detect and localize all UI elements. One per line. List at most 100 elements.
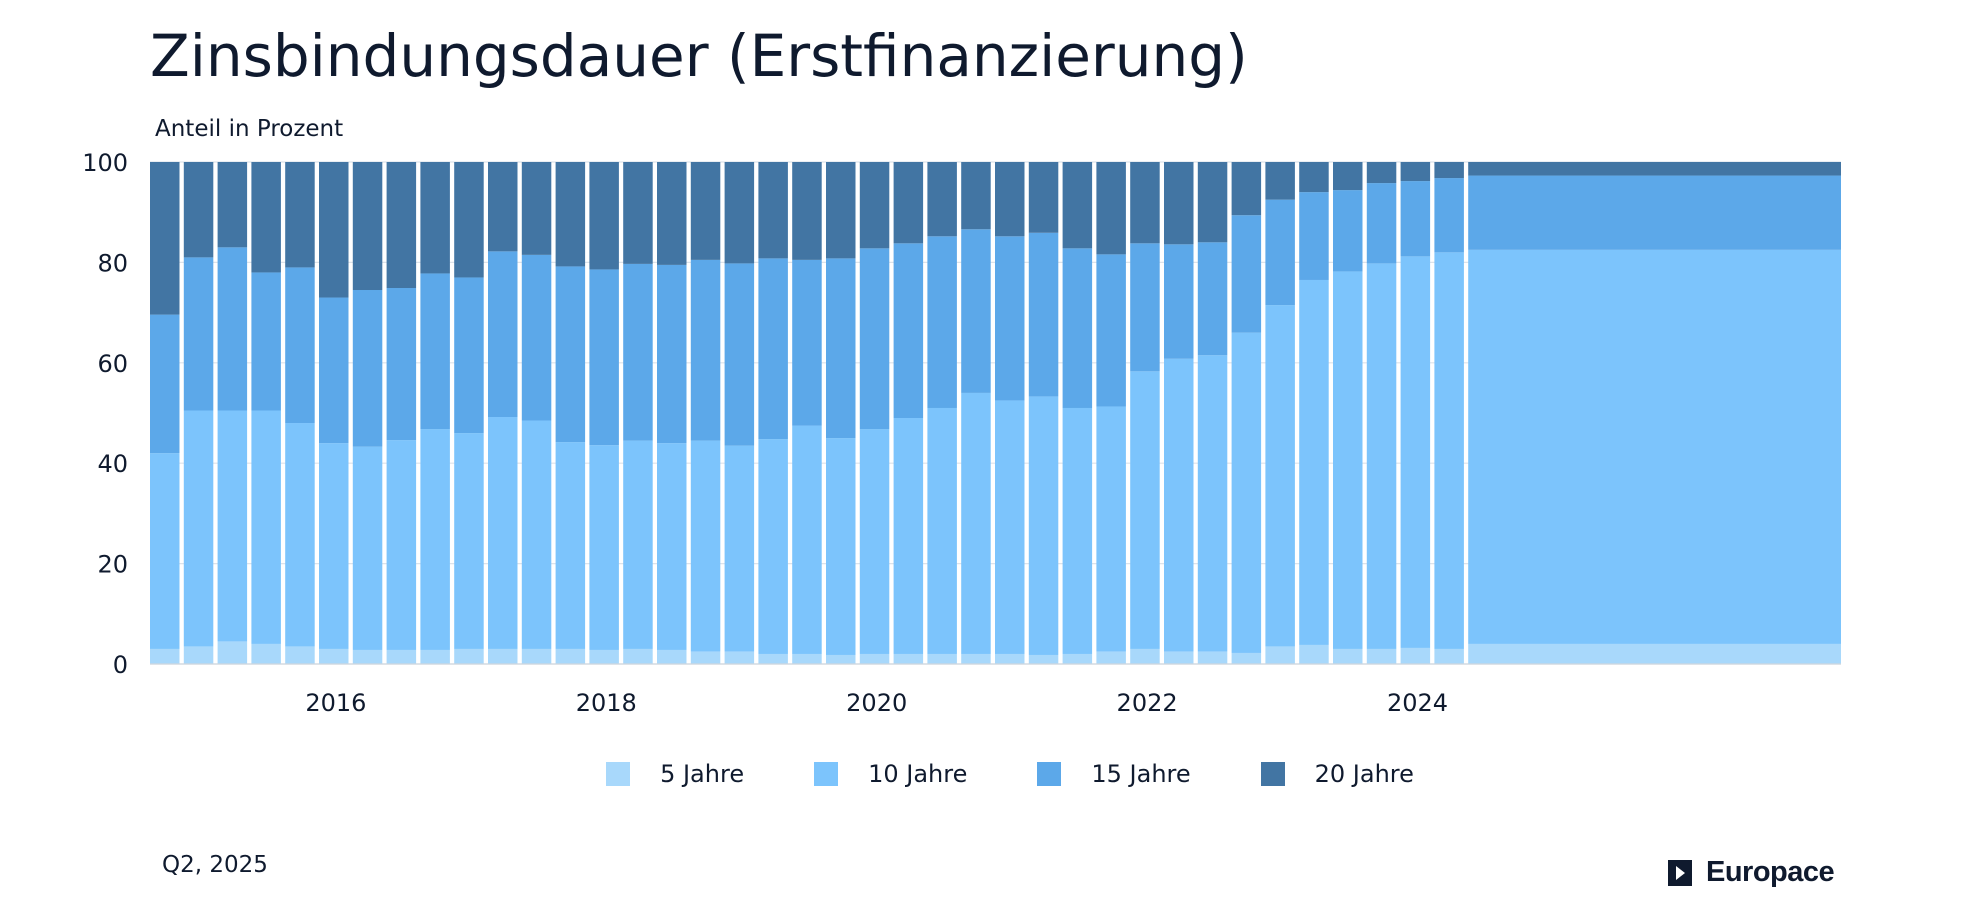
bar-segment [1096, 406, 1126, 652]
bar-segment [826, 162, 856, 259]
legend-label: 5 Jahre [660, 760, 745, 788]
bar-segment [454, 162, 484, 278]
bar-segment [1434, 252, 1464, 649]
bar-segment [420, 649, 450, 664]
y-tick-label: 100 [82, 149, 128, 177]
bar-segment [657, 649, 687, 664]
bar-segment [1096, 254, 1126, 407]
bar-segment [893, 243, 924, 419]
brand-name: Europace [1706, 856, 1835, 888]
bar-segment [1231, 215, 1262, 333]
legend-item: 20 Jahre [1260, 760, 1414, 788]
bar-segment [454, 277, 484, 434]
y-tick-label: 80 [97, 249, 128, 277]
bar-segment [927, 236, 957, 408]
bar-segment [859, 429, 890, 654]
bar-segment [1164, 358, 1194, 652]
europace-logo-icon [1668, 859, 1692, 886]
bar-segment [758, 162, 788, 259]
bar-segment [488, 648, 518, 664]
bar-segment [589, 649, 619, 664]
bar-segment [927, 407, 957, 654]
bar-segment [1333, 271, 1363, 649]
axes: 0 20 40 60 80 100 2016 2018 2020 2022 2024 [82, 149, 1841, 717]
bar-segment [657, 162, 687, 265]
bar-segment [555, 648, 586, 664]
bars [150, 162, 1841, 664]
x-tick-label: 2024 [1387, 689, 1448, 717]
bar-segment [454, 648, 484, 664]
bar-segment [589, 162, 619, 270]
bar-segment [352, 162, 383, 291]
bar-segment [1231, 332, 1262, 653]
bar-segment [1062, 653, 1093, 664]
legend-swatch [1260, 762, 1285, 786]
bar-segment [1197, 162, 1228, 243]
bar-segment [319, 162, 349, 298]
bar-segment [1197, 355, 1228, 652]
bar-segment [792, 653, 822, 664]
bar-segment [1164, 162, 1194, 245]
bar-segment [893, 162, 924, 244]
bar-segment [285, 162, 315, 268]
legend-label: 10 Jahre [868, 760, 968, 788]
bar-segment [1299, 279, 1329, 645]
bar-segment [1468, 249, 1841, 644]
bar-segment [319, 648, 349, 664]
bar-segment [792, 259, 822, 426]
bar-segment [1062, 407, 1093, 654]
bar-segment [521, 420, 552, 649]
bar-segment [1400, 256, 1431, 648]
bar-segment [1028, 654, 1059, 664]
bar-segment [1265, 199, 1295, 306]
bar-segment [521, 648, 552, 664]
bar-segment [792, 162, 822, 260]
bar-segment [1400, 647, 1431, 664]
bar-segment [1434, 162, 1464, 179]
bar-segment [724, 445, 755, 652]
bar-segment [961, 229, 991, 393]
bar-segment [420, 162, 450, 274]
bar-segment [1265, 305, 1295, 647]
bar-segment [454, 433, 484, 649]
legend-item: 15 Jahre [1037, 760, 1191, 788]
bar-segment [961, 653, 991, 664]
bar-segment [1468, 162, 1841, 176]
brand-logo: Europace [1668, 856, 1835, 889]
bar-segment [995, 236, 1025, 401]
period-footnote: Q2, 2025 [162, 852, 268, 878]
bar-segment [1265, 646, 1295, 664]
bar-segment [927, 653, 957, 664]
bar-segment [217, 410, 248, 642]
bar-segment [488, 251, 518, 418]
bar-segment [1197, 651, 1228, 664]
bar-segment [285, 646, 315, 664]
bar-segment [1434, 648, 1464, 664]
bar-segment [386, 288, 417, 441]
bar-segment [995, 162, 1025, 237]
x-tick-label: 2022 [1117, 689, 1178, 717]
chart-title: Zinsbindungsdauer (Erstfinanzierung) [150, 22, 1248, 90]
bar-segment [623, 648, 653, 664]
bar-segment [521, 254, 552, 421]
x-tick-label: 2016 [305, 689, 366, 717]
bar-segment [1265, 162, 1295, 200]
bar-segment [1333, 162, 1363, 191]
legend: 5 Jahre 10 Jahre 15 Jahre 20 Jahre [0, 760, 1980, 788]
bar-segment [623, 162, 653, 264]
bar-segment [1366, 263, 1397, 649]
bar-segment [893, 653, 924, 664]
bar-segment [859, 162, 890, 249]
bar-segment [1197, 242, 1228, 356]
bar-segment [1028, 232, 1059, 397]
bar-segment [690, 440, 721, 652]
bar-segment [386, 649, 417, 664]
bar-segment [826, 438, 856, 655]
legend-label: 15 Jahre [1091, 760, 1191, 788]
bar-segment [1130, 162, 1160, 244]
bar-segment [961, 162, 991, 230]
bar-segment [1231, 162, 1262, 216]
bar-segment [1299, 644, 1329, 664]
bar-segment [555, 162, 586, 267]
bar-segment [1468, 175, 1841, 250]
